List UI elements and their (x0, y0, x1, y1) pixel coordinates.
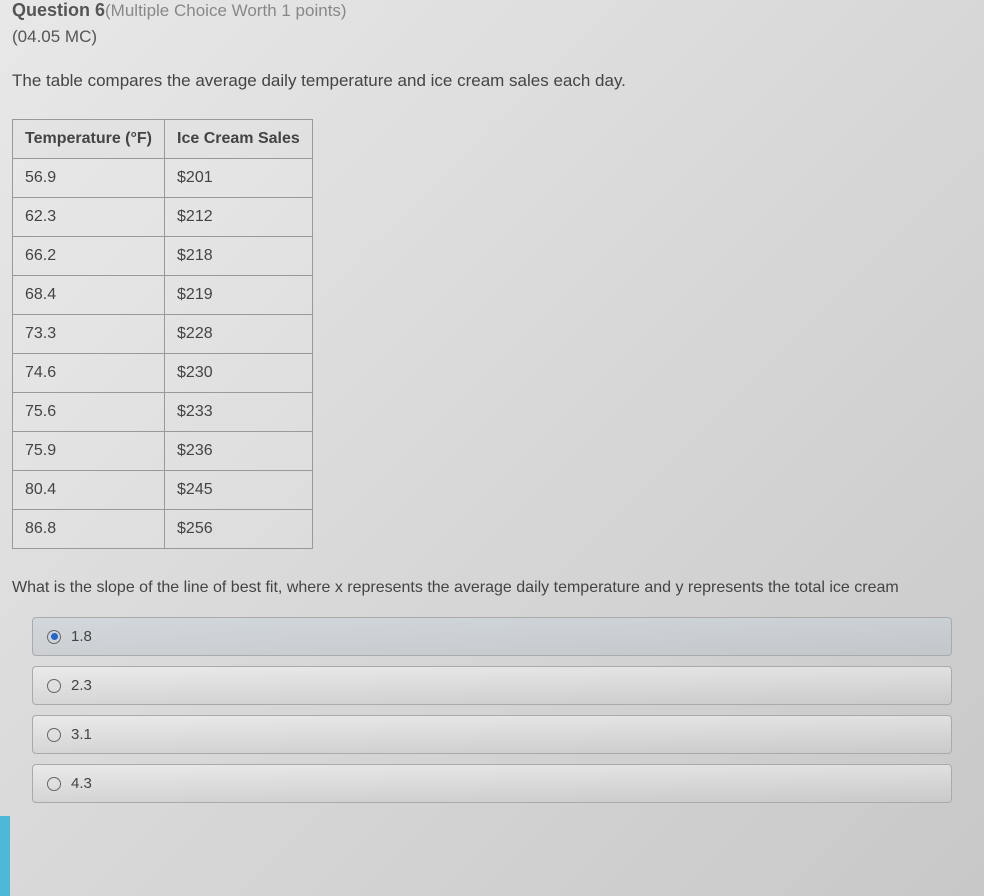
data-table: Temperature (°F) Ice Cream Sales 56.9$20… (12, 119, 313, 549)
table-cell: $256 (165, 510, 313, 549)
table-cell: $212 (165, 198, 313, 237)
table-cell: 62.3 (13, 198, 165, 237)
answer-option[interactable]: 1.8 (32, 617, 952, 656)
table-cell: 68.4 (13, 276, 165, 315)
question-prompt: What is the slope of the line of best fi… (12, 579, 972, 597)
table-cell: $236 (165, 432, 313, 471)
option-label: 4.3 (71, 775, 92, 792)
answer-option[interactable]: 2.3 (32, 666, 952, 705)
answer-option[interactable]: 4.3 (32, 764, 952, 803)
options-group: 1.8 2.3 3.1 4.3 (12, 617, 972, 803)
table-header-cell: Temperature (°F) (13, 120, 165, 159)
question-header: Question 6(Multiple Choice Worth 1 point… (12, 0, 972, 21)
option-label: 3.1 (71, 726, 92, 743)
table-row: 66.2$218 (13, 237, 313, 276)
question-description: The table compares the average daily tem… (12, 71, 972, 91)
table-cell: $228 (165, 315, 313, 354)
table-cell: 66.2 (13, 237, 165, 276)
question-number: Question 6 (12, 0, 105, 20)
table-cell: $233 (165, 393, 313, 432)
table-row: 80.4$245 (13, 471, 313, 510)
table-cell: 74.6 (13, 354, 165, 393)
table-row: 86.8$256 (13, 510, 313, 549)
radio-icon[interactable] (47, 777, 61, 791)
table-cell: 75.9 (13, 432, 165, 471)
table-header-row: Temperature (°F) Ice Cream Sales (13, 120, 313, 159)
option-label: 1.8 (71, 628, 92, 645)
table-cell: 86.8 (13, 510, 165, 549)
radio-icon[interactable] (47, 679, 61, 693)
table-row: 74.6$230 (13, 354, 313, 393)
radio-icon[interactable] (47, 630, 61, 644)
radio-icon[interactable] (47, 728, 61, 742)
table-cell: 73.3 (13, 315, 165, 354)
table-row: 73.3$228 (13, 315, 313, 354)
answer-option[interactable]: 3.1 (32, 715, 952, 754)
question-worth: (Multiple Choice Worth 1 points) (105, 1, 347, 20)
table-cell: 80.4 (13, 471, 165, 510)
left-edge-accent (0, 816, 10, 896)
table-cell: $219 (165, 276, 313, 315)
table-cell: 75.6 (13, 393, 165, 432)
table-row: 62.3$212 (13, 198, 313, 237)
table-cell: $245 (165, 471, 313, 510)
option-label: 2.3 (71, 677, 92, 694)
table-cell: $201 (165, 159, 313, 198)
section-code: (04.05 MC) (12, 27, 972, 47)
table-cell: $230 (165, 354, 313, 393)
table-cell: 56.9 (13, 159, 165, 198)
table-row: 75.9$236 (13, 432, 313, 471)
table-header-cell: Ice Cream Sales (165, 120, 313, 159)
question-container: Question 6(Multiple Choice Worth 1 point… (0, 0, 984, 803)
table-row: 75.6$233 (13, 393, 313, 432)
table-cell: $218 (165, 237, 313, 276)
table-row: 56.9$201 (13, 159, 313, 198)
table-row: 68.4$219 (13, 276, 313, 315)
